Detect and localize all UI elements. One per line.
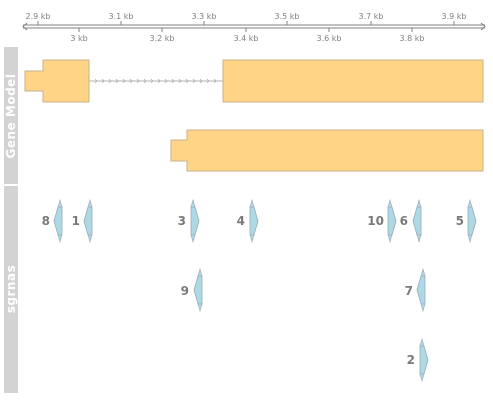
- sgrna-tip: [249, 198, 255, 244]
- top-tick-label: 3.9 kb: [442, 12, 467, 21]
- sgrna-label: 6: [400, 214, 408, 228]
- sgrna-5[interactable]: 5: [456, 198, 477, 244]
- exon[interactable]: [170, 129, 484, 172]
- top-tick-label: 3.3 kb: [192, 12, 217, 21]
- sgrna-tip: [420, 267, 426, 313]
- sgrna-reverse-arrow[interactable]: [416, 275, 426, 305]
- sgrna-7[interactable]: 7: [405, 267, 426, 313]
- bottom-tick-label: 3.2 kb: [150, 34, 175, 43]
- sgrna-6[interactable]: 6: [400, 198, 422, 244]
- sgrna-reverse-arrow[interactable]: [83, 206, 93, 236]
- sgrna-9[interactable]: 9: [181, 267, 203, 313]
- intron-direction-arrows: [94, 78, 217, 84]
- sgrna-reverse-arrow[interactable]: [412, 206, 422, 236]
- sgrna-label: 7: [405, 284, 413, 298]
- sgrna-8[interactable]: 8: [42, 198, 63, 244]
- track-title: Gene Model: [4, 74, 18, 159]
- sgrna-reverse-arrow[interactable]: [53, 206, 63, 236]
- sgrna-4[interactable]: 4: [237, 198, 259, 244]
- track-label-panel: [4, 47, 18, 184]
- sgrna-reverse-arrow[interactable]: [193, 275, 203, 305]
- genome-axis: 2.9 kb 3.1 kb 3.3 kb 3.5 kb 3.7 kb 3.9 k…: [22, 12, 486, 43]
- sgrna-label: 9: [181, 284, 189, 298]
- axis-left-arrow-icon: [22, 22, 28, 31]
- sgrna-label: 2: [407, 353, 415, 367]
- sgrna-label: 5: [456, 214, 464, 228]
- track-label-gene-model[interactable]: Gene Model: [4, 47, 18, 184]
- sgrna-tip: [57, 198, 63, 244]
- transcript-2[interactable]: [170, 129, 484, 172]
- top-tick-label: 3.1 kb: [109, 12, 134, 21]
- bottom-tick-label: 3.8 kb: [400, 34, 425, 43]
- axis-right-arrow-icon: [480, 22, 486, 31]
- sgrna-forward-arrow[interactable]: [467, 206, 477, 236]
- sgrna-tip: [197, 267, 203, 313]
- sgrna-forward-arrow[interactable]: [249, 206, 259, 236]
- sgrna-tip: [419, 337, 425, 383]
- sgrna-forward-arrow[interactable]: [387, 206, 397, 236]
- top-tick-label: 3.5 kb: [275, 12, 300, 21]
- sgrna-tip: [387, 198, 393, 244]
- transcript-1[interactable]: [24, 59, 484, 103]
- track-title: sgrnas: [4, 265, 18, 313]
- bottom-tick-label: 3.4 kb: [234, 34, 259, 43]
- sgrna-tip: [190, 198, 196, 244]
- sgrna-label: 3: [178, 214, 186, 228]
- sgrna-forward-arrow[interactable]: [419, 345, 429, 375]
- sgrna-forward-arrow[interactable]: [190, 206, 200, 236]
- track-label-panel: [4, 186, 18, 393]
- top-tick-label: 3.7 kb: [359, 12, 384, 21]
- sgrna-label: 1: [72, 214, 80, 228]
- sgrna-tip: [87, 198, 93, 244]
- sgrna-10[interactable]: 10: [367, 198, 397, 244]
- sgrna-3[interactable]: 3: [178, 198, 200, 244]
- sgrna-tip: [416, 198, 422, 244]
- track-label-sgrnas[interactable]: sgrnas: [4, 186, 18, 393]
- sgrna-tip: [467, 198, 473, 244]
- top-tick-label: 2.9 kb: [26, 12, 51, 21]
- bottom-tick-label: 3 kb: [70, 34, 87, 43]
- sgrna-label: 8: [42, 214, 50, 228]
- exon[interactable]: [24, 59, 90, 103]
- sgrna-2[interactable]: 2: [407, 337, 429, 383]
- sgrna-label: 10: [367, 214, 384, 228]
- exon[interactable]: [222, 59, 484, 103]
- bottom-tick-label: 3.6 kb: [317, 34, 342, 43]
- sgrna-1[interactable]: 1: [72, 198, 93, 244]
- sgrna-label: 4: [237, 214, 245, 228]
